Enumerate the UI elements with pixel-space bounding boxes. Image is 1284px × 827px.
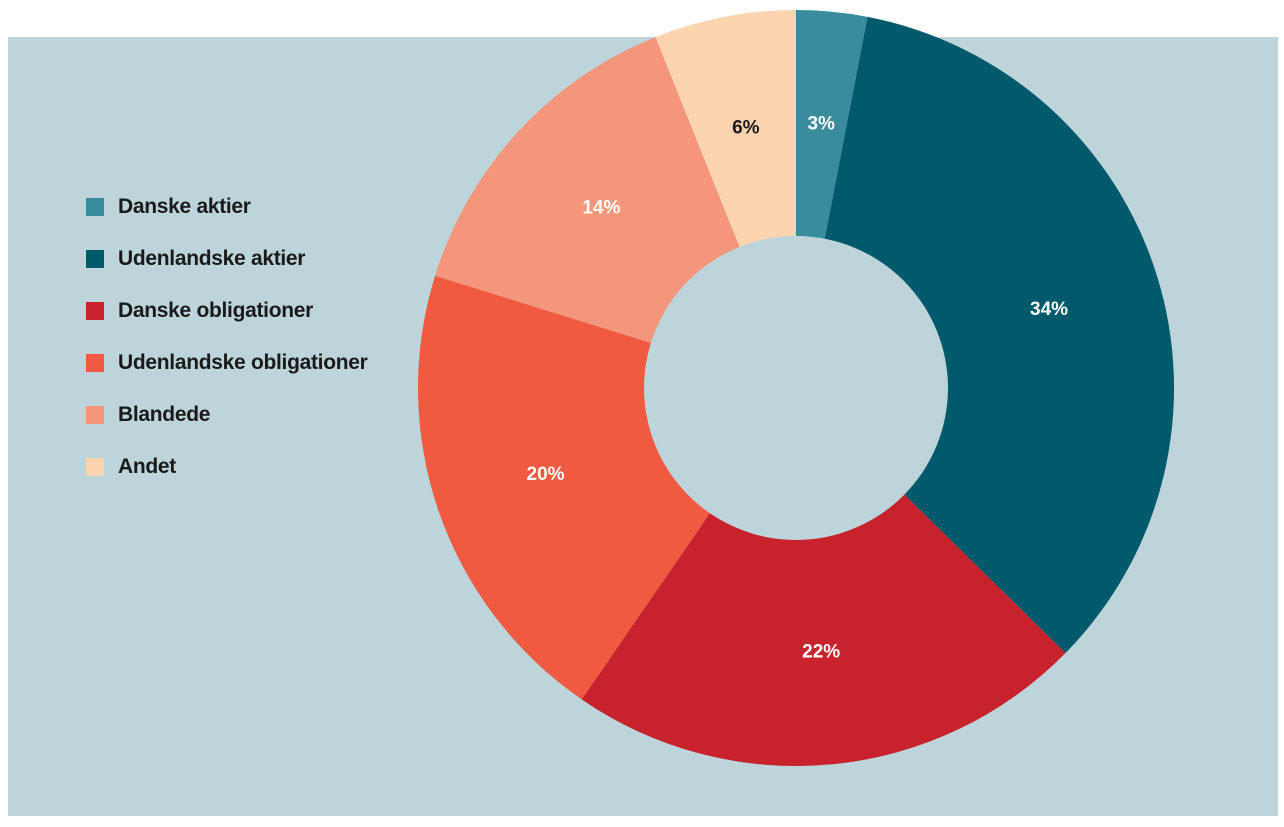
legend-item: Blandede: [86, 398, 368, 432]
slice-value-label: 6%: [732, 117, 760, 138]
legend-swatch: [86, 354, 104, 372]
legend-swatch: [86, 250, 104, 268]
chart-legend: Danske aktier Udenlandske aktier Danske …: [86, 190, 368, 502]
legend-label: Andet: [118, 455, 176, 478]
legend-item: Udenlandske aktier: [86, 242, 368, 276]
slice-value-label: 22%: [802, 641, 840, 662]
slice-value-labels: 3% 34% 22% 20% 14% 6%: [527, 114, 1069, 663]
legend-item: Udenlandske obligationer: [86, 346, 368, 380]
legend-item: Danske obligationer: [86, 294, 368, 328]
legend-swatch: [86, 302, 104, 320]
legend-swatch: [86, 198, 104, 216]
legend-label: Udenlandske obligationer: [118, 351, 368, 374]
legend-item: Andet: [86, 450, 368, 484]
slice-value-label: 20%: [527, 464, 565, 485]
slice-value-label: 34%: [1030, 299, 1068, 320]
slice-value-label: 3%: [807, 114, 835, 135]
donut-hole: [644, 236, 948, 540]
legend-label: Blandede: [118, 403, 211, 426]
legend-item: Danske aktier: [86, 190, 368, 224]
legend-swatch: [86, 406, 104, 424]
donut-slice-3: [581, 388, 1066, 767]
donut-slices: [418, 10, 1175, 767]
legend-swatch: [86, 458, 104, 476]
legend-label: Danske obligationer: [118, 299, 314, 322]
legend-label: Danske aktier: [118, 195, 251, 218]
slice-value-label: 14%: [582, 198, 620, 219]
legend-label: Udenlandske aktier: [118, 247, 306, 270]
donut-slice-2: [796, 16, 1175, 654]
